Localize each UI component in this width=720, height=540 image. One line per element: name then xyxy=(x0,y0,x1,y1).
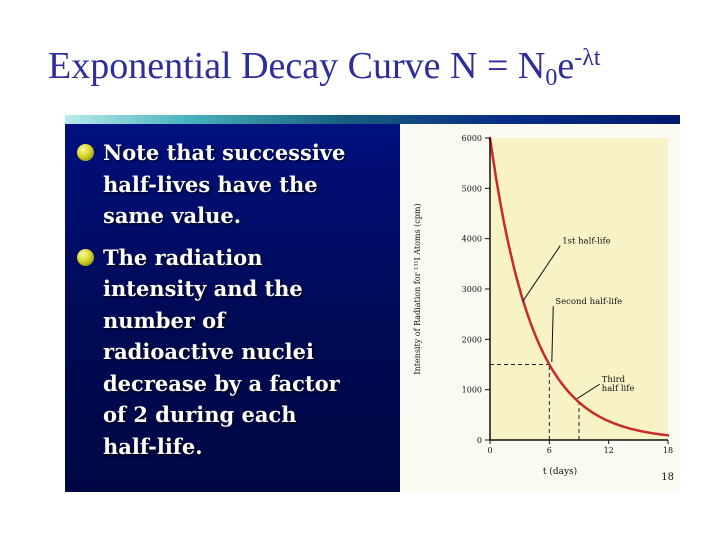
y-axis-label: Intensity of Radiation for ¹³¹I Atoms (c… xyxy=(413,203,422,374)
slide-title-text: Exponential Decay Curve N = N xyxy=(48,45,546,87)
annotation-line xyxy=(551,306,554,362)
y-tick-label: 4000 xyxy=(462,235,482,244)
annotation-line xyxy=(576,383,601,400)
decay-chart-svg: 6000 5000 4000 3000 2000 1000 00 6 12 18 1st half… xyxy=(413,134,674,483)
y-tick-label: 1000 xyxy=(462,386,482,395)
axis-ticks: 6000 5000 4000 3000 2000 1000 00 6 12 18 xyxy=(462,134,673,455)
slide-title-base: e xyxy=(557,45,575,87)
y-tick-label: 2000 xyxy=(462,335,482,344)
accent-gradient-bar xyxy=(65,115,680,124)
annotation-label: Second half-life xyxy=(555,297,622,307)
x-axis-label: t (days) xyxy=(543,466,577,477)
y-tick-label: 0 xyxy=(477,436,482,445)
dashed-guides xyxy=(490,364,580,440)
decay-curve xyxy=(488,136,670,437)
chart-annotations: 1st half-life Second half-life Third half l… xyxy=(522,237,635,400)
bullet-list: Note that successive half-lives have the… xyxy=(75,137,397,472)
y-tick-label: 3000 xyxy=(462,285,482,294)
annotation-line xyxy=(522,245,561,302)
bullet-text: Note that successive half-lives have the… xyxy=(103,140,346,228)
bullet-icon xyxy=(77,144,94,161)
plot-background xyxy=(490,138,668,440)
bullet-item: Note that successive half-lives have the… xyxy=(75,137,397,232)
bullet-text: The radiation intensity and the number o… xyxy=(103,244,340,459)
y-tick-label: 5000 xyxy=(462,184,482,193)
chart-area: 6000 5000 4000 3000 2000 1000 0 0 6 12 18 1st half… xyxy=(400,124,680,492)
content-panel: Note that successive half-lives have the… xyxy=(65,115,680,492)
x-tick-label: 6 xyxy=(547,446,552,455)
x-tick-label: 12 xyxy=(604,446,614,455)
slide-title-superscript: -λt xyxy=(574,45,601,71)
page-number: 18 xyxy=(661,472,674,483)
x-tick-label: 0 xyxy=(487,446,492,455)
slide-title: Exponential Decay Curve N = N0e-λt xyxy=(48,44,601,92)
annotation-label: Third half life xyxy=(602,375,635,394)
bullet-icon xyxy=(77,248,94,266)
slide-title-subscript: 0 xyxy=(545,65,558,91)
y-tick-label: 6000 xyxy=(462,134,482,143)
annotation-label: 1st half-life xyxy=(562,237,610,247)
bullet-item: The radiation intensity and the number o… xyxy=(75,242,397,463)
x-tick-label: 18 xyxy=(663,446,673,455)
